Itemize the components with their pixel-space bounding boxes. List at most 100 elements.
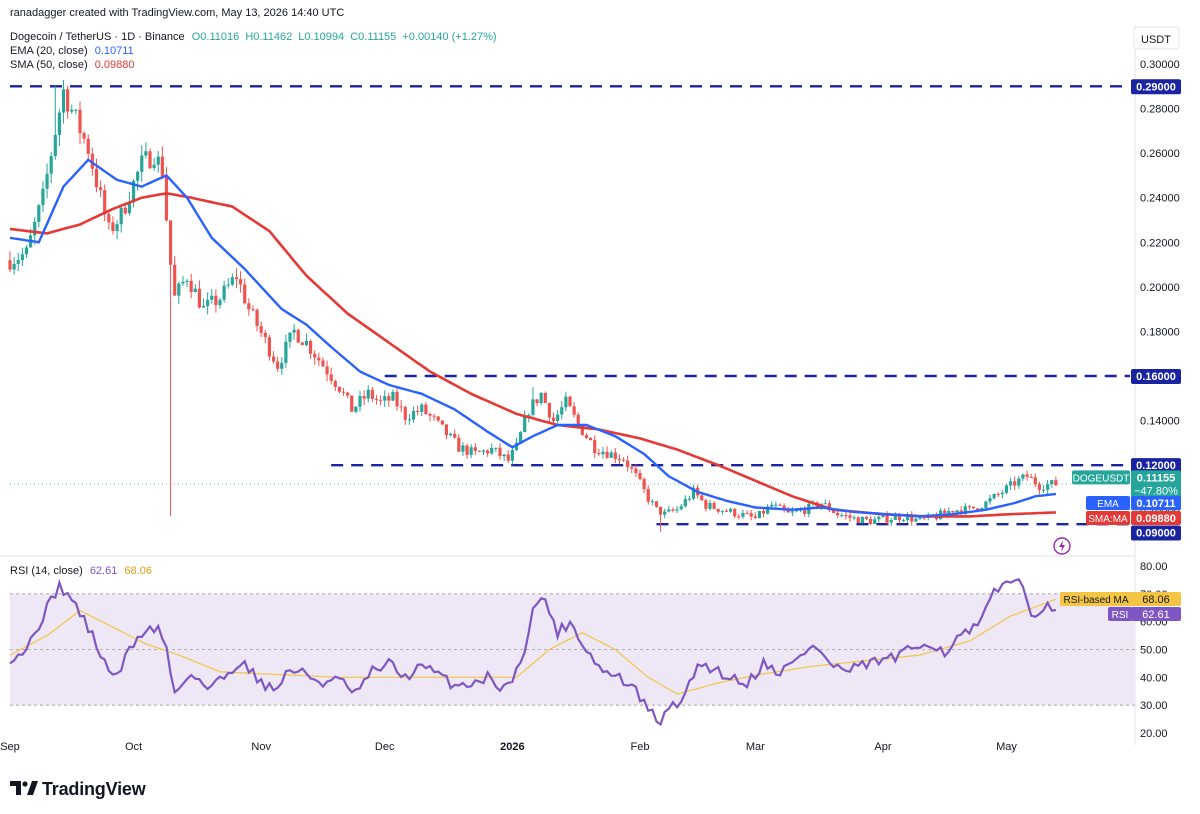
svg-text:0.09880: 0.09880	[1136, 513, 1176, 525]
rsi-tag: RSI 62.61	[1108, 607, 1181, 621]
candle	[271, 351, 276, 364]
axis-tags: 0.29000 0.16000 0.12000 0.09000 0.11155−47.8…	[1060, 79, 1181, 621]
candle	[407, 413, 412, 425]
candle	[1025, 470, 1029, 481]
svg-text:EMA: EMA	[1097, 499, 1119, 510]
rsi-tick-label: 20.00	[1140, 728, 1168, 740]
candle	[37, 203, 41, 228]
candle	[308, 339, 313, 359]
candle	[103, 184, 107, 222]
candle	[556, 410, 560, 424]
time-axis[interactable]: Sep Oct Nov Dec 2026 Feb Mar Apr May	[0, 741, 1017, 753]
candle	[1029, 473, 1033, 478]
candle	[868, 515, 873, 526]
candle	[300, 341, 304, 346]
time-tick-label: Feb	[631, 741, 650, 753]
ticker-label: DOGEUSDT	[1072, 470, 1130, 485]
candle	[988, 494, 992, 505]
price-axis[interactable]: 0.30000 0.28000 0.26000 0.24000 0.22000 0.200…	[1140, 59, 1180, 517]
candle	[378, 395, 383, 406]
candle	[403, 405, 407, 425]
candle	[243, 278, 247, 305]
rsi-pane	[9, 577, 1135, 727]
candle	[321, 357, 325, 367]
candle	[276, 356, 280, 372]
candle	[333, 379, 337, 392]
candle	[152, 157, 156, 171]
candle	[341, 387, 346, 396]
candle	[601, 446, 605, 459]
candle	[49, 152, 53, 184]
candle	[568, 395, 572, 407]
candle	[45, 163, 49, 199]
candle	[700, 494, 704, 502]
candle	[1037, 481, 1042, 495]
candle	[457, 433, 461, 452]
candle	[889, 517, 893, 527]
candle	[494, 447, 498, 453]
close-value: C0.11155	[350, 31, 397, 43]
sma-tag: SMA:MA 0.09880	[1086, 511, 1181, 525]
candle	[1033, 473, 1037, 488]
candle	[840, 512, 844, 518]
candle	[477, 450, 482, 453]
candle	[280, 357, 284, 375]
candle	[856, 516, 860, 524]
candle	[448, 432, 453, 437]
ema-legend[interactable]: EMA (20, close) 0.10711	[10, 45, 134, 57]
candle	[181, 275, 185, 286]
svg-text:RSI-based MA: RSI-based MA	[1063, 595, 1128, 606]
rsi-tick-label: 50.00	[1140, 645, 1168, 657]
candle	[518, 431, 523, 444]
level-lines	[10, 85, 1130, 526]
price-tick-label: 0.24000	[1140, 193, 1180, 205]
candle	[609, 450, 613, 458]
candle	[992, 493, 996, 500]
alert-icon[interactable]	[1053, 537, 1071, 555]
rsi-tick-label: 80.00	[1140, 561, 1168, 573]
ema20-line	[9, 158, 1057, 518]
candle	[12, 257, 16, 275]
candle	[782, 503, 786, 513]
candle	[481, 449, 486, 456]
attribution-text: ranadagger created with TradingView.com,…	[10, 7, 345, 19]
svg-text:68.06: 68.06	[1142, 594, 1170, 606]
candle	[337, 386, 342, 394]
candle	[531, 387, 535, 417]
level-tag-3: 0.09000	[1131, 525, 1181, 541]
candle	[222, 280, 226, 303]
candle	[247, 298, 251, 316]
candle	[901, 518, 906, 523]
candle	[473, 443, 477, 456]
rsi-line	[9, 577, 1057, 727]
currency-box[interactable]	[1133, 26, 1180, 50]
candle	[119, 206, 123, 233]
sma-legend[interactable]: SMA (50, close) 0.09880	[10, 59, 134, 71]
candle	[288, 332, 292, 348]
candle	[770, 501, 774, 508]
candle	[650, 499, 654, 506]
candle	[57, 108, 62, 147]
candle	[206, 292, 210, 315]
candle	[329, 367, 333, 385]
candle	[98, 180, 103, 197]
candle	[638, 469, 642, 481]
candle	[230, 273, 234, 287]
rsi-legend[interactable]: RSI (14, close) 62.61 68.06	[10, 565, 152, 577]
candle	[66, 85, 70, 119]
candle	[910, 511, 914, 526]
candle	[346, 392, 350, 399]
candle	[654, 501, 659, 508]
candle	[148, 148, 152, 169]
level-tag-0: 0.29000	[1131, 79, 1181, 95]
ema-legend-label: EMA (20, close)	[10, 45, 88, 57]
sma50-line	[9, 191, 1056, 518]
candles	[8, 79, 1058, 532]
candle	[543, 391, 547, 404]
candle	[943, 508, 947, 514]
tradingview-brand[interactable]: TradingView	[10, 779, 146, 800]
candle	[469, 444, 473, 459]
candle	[864, 515, 869, 521]
